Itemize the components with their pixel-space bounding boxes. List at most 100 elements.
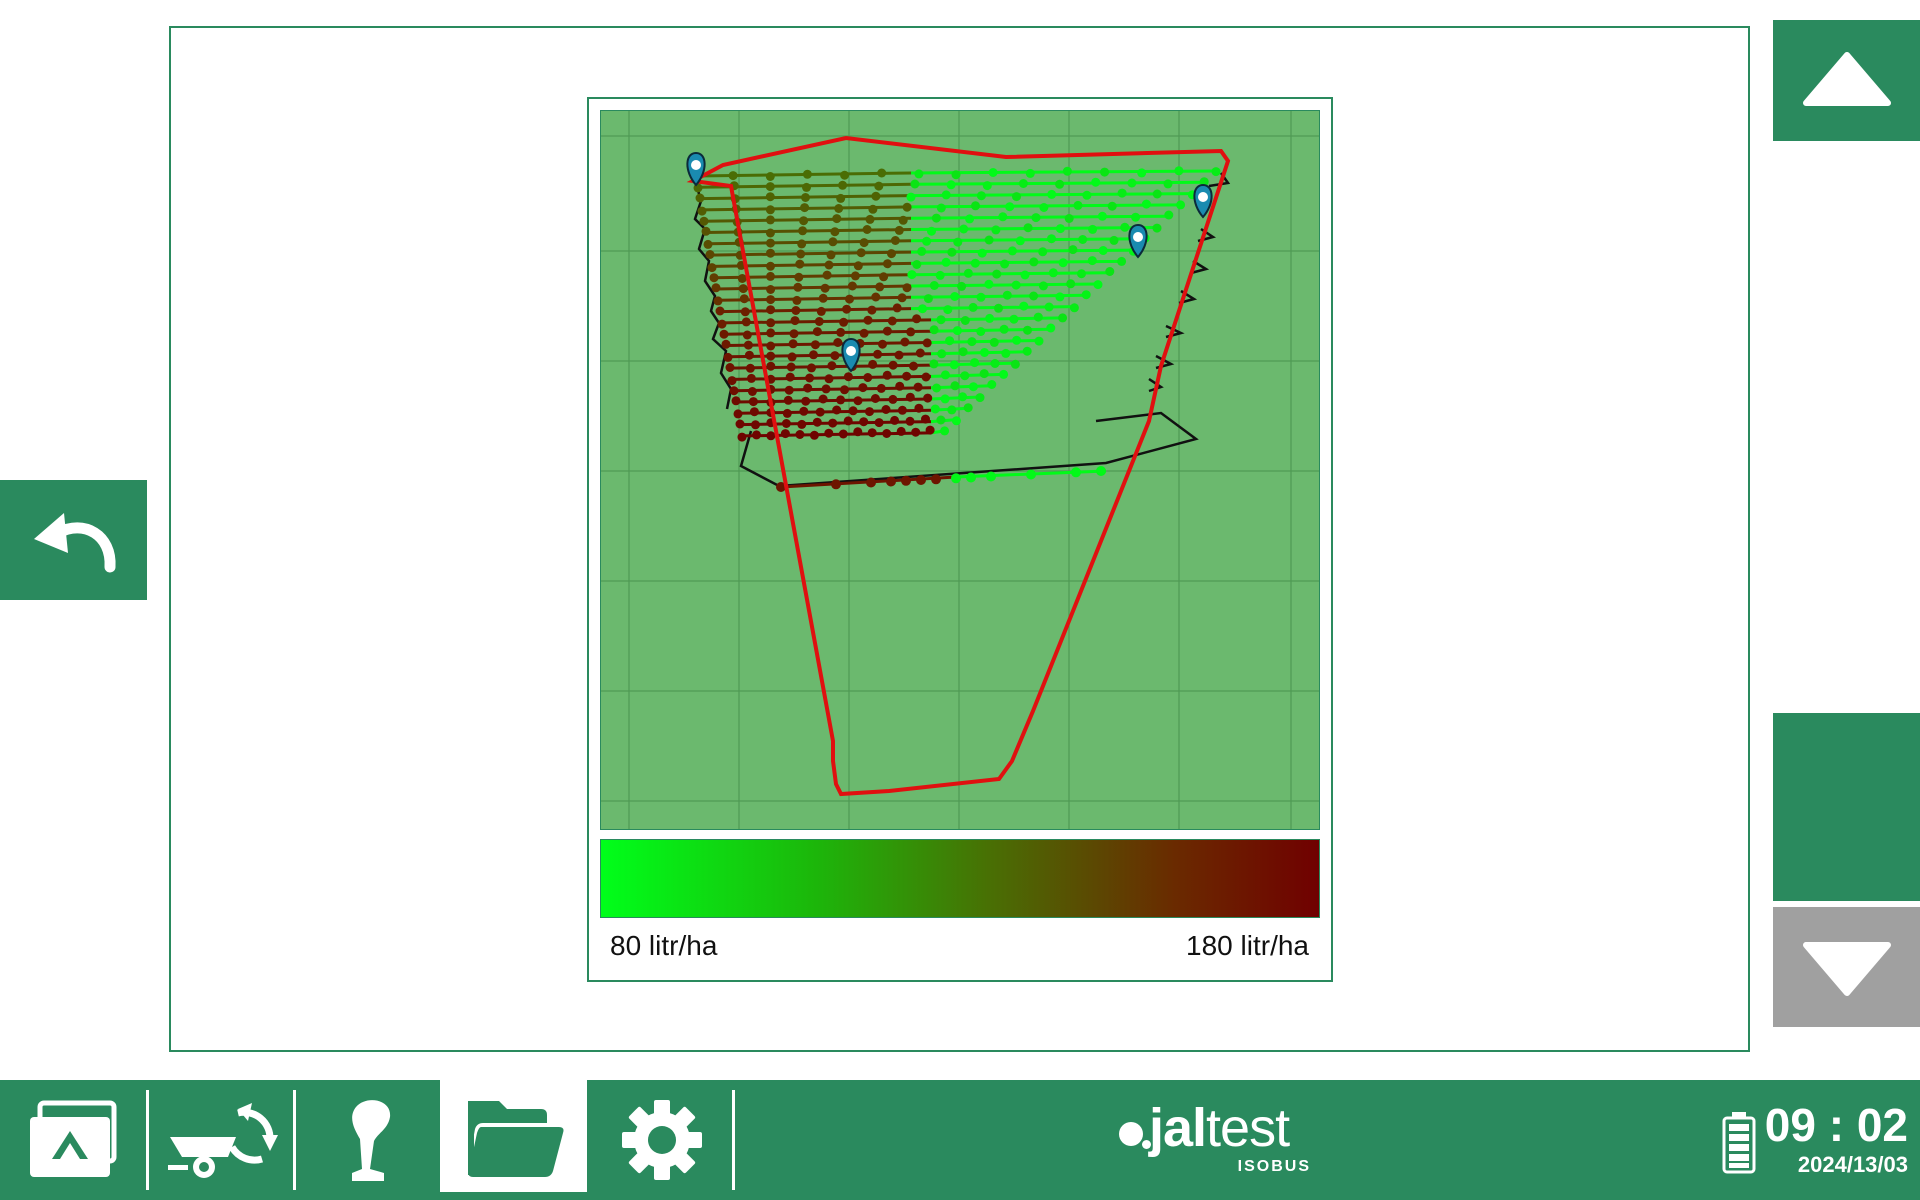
rate-point	[999, 324, 1009, 334]
pass-track	[930, 350, 1028, 356]
rate-point	[941, 190, 951, 200]
rate-point	[703, 239, 713, 249]
rate-point	[957, 281, 967, 291]
rate-point	[922, 338, 932, 348]
rate-point	[921, 414, 930, 424]
rate-point	[792, 295, 802, 305]
logo-dot	[1119, 1122, 1143, 1146]
rate-point	[787, 352, 797, 362]
rate-point	[1073, 200, 1083, 210]
tab-joystick[interactable]	[296, 1080, 443, 1200]
rate-point	[1055, 224, 1065, 234]
tab-implement[interactable]	[150, 1080, 297, 1200]
rate-point	[842, 304, 852, 314]
rate-point	[782, 408, 792, 418]
rate-point	[794, 272, 804, 282]
scroll-down-button[interactable]	[1773, 907, 1920, 1027]
rate-point	[991, 225, 1001, 235]
back-button[interactable]	[0, 480, 147, 600]
rate-point	[745, 363, 755, 373]
rate-point	[871, 191, 881, 201]
rate-point	[822, 270, 832, 280]
rate-point	[876, 383, 886, 393]
blank-side-button[interactable]	[1773, 713, 1920, 901]
rate-point	[737, 432, 747, 442]
rate-point	[1055, 179, 1065, 189]
scroll-up-button[interactable]	[1773, 20, 1920, 141]
rate-point	[830, 227, 840, 237]
tab-settings[interactable]	[588, 1080, 735, 1200]
rate-point	[802, 169, 812, 179]
rate-point	[895, 381, 905, 391]
tab-files[interactable]	[440, 1080, 587, 1192]
tab-home[interactable]	[0, 1080, 147, 1200]
rate-point	[744, 350, 754, 360]
rate-point	[1081, 290, 1091, 300]
rate-point	[832, 405, 842, 415]
rate-point	[809, 430, 819, 440]
rate-point	[1105, 267, 1115, 276]
tab-separator	[293, 1090, 296, 1190]
rate-point	[1064, 214, 1074, 223]
rate-point	[701, 226, 711, 236]
rate-point	[1098, 246, 1108, 255]
rate-point	[741, 317, 751, 327]
rate-point	[1020, 270, 1030, 280]
rate-point	[1174, 166, 1184, 176]
rate-point	[971, 201, 980, 211]
rate-point	[795, 259, 805, 269]
rate-point	[1109, 235, 1119, 245]
pass-row	[715, 301, 1079, 317]
rate-point	[918, 304, 927, 314]
rate-point	[766, 431, 776, 441]
gear-icon	[621, 1100, 702, 1180]
rate-point	[945, 336, 955, 346]
rate-point	[1022, 346, 1032, 356]
rate-point	[915, 348, 925, 358]
rate-point	[826, 250, 836, 260]
rate-point	[1007, 246, 1017, 256]
rate-point	[907, 270, 917, 280]
screen-home-icon	[29, 1100, 116, 1177]
application-map[interactable]	[600, 110, 1320, 830]
rate-point	[795, 430, 805, 439]
rate-point	[1117, 188, 1127, 198]
rate-point	[715, 306, 725, 316]
legend-max-label: 180 litr/ha	[1186, 930, 1309, 961]
rate-point	[1023, 325, 1032, 335]
status-clock: 09 : 02 2024/13/03	[1764, 1100, 1908, 1180]
rate-point	[1015, 236, 1025, 246]
rate-point	[859, 328, 869, 338]
rate-point	[799, 216, 809, 226]
rate-point	[1018, 179, 1028, 188]
rate-point	[1091, 177, 1101, 187]
rate-point	[976, 191, 986, 201]
rate-point	[728, 171, 738, 181]
bottom-toolbar	[0, 1080, 1920, 1200]
rate-point	[1137, 168, 1147, 178]
rate-point	[984, 235, 994, 245]
rate-point	[821, 384, 831, 394]
rate-point	[785, 372, 795, 382]
rate-point	[976, 327, 986, 336]
rate-point	[879, 272, 889, 282]
rate-point	[839, 317, 849, 327]
rate-point	[1176, 200, 1186, 210]
rate-point	[812, 327, 822, 337]
rate-point	[1164, 210, 1174, 220]
back-icon	[33, 513, 116, 573]
rate-point	[810, 340, 820, 350]
rate-point	[970, 358, 980, 368]
tab-separator	[146, 1090, 149, 1190]
rate-point	[832, 214, 842, 224]
rate-point	[711, 283, 721, 293]
rate-point	[845, 294, 854, 304]
rate-point	[752, 430, 761, 440]
rate-point	[894, 350, 904, 360]
rate-point	[940, 394, 950, 404]
rate-point	[865, 407, 874, 417]
rate-point	[1031, 213, 1041, 223]
rate-point	[1046, 323, 1056, 333]
clock-time: 09 : 02	[1764, 1099, 1908, 1151]
rate-point	[888, 394, 898, 404]
